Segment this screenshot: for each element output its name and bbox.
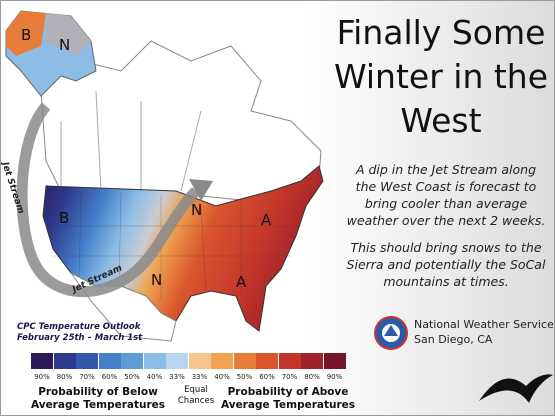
legend-swatch xyxy=(301,353,323,369)
legend-label: 50% xyxy=(236,373,253,381)
area-label: A xyxy=(236,273,247,291)
title: Finally Some Winter in the West xyxy=(333,13,549,140)
legend-label: 70% xyxy=(281,373,298,381)
legend-swatch xyxy=(278,353,301,369)
office-location: San Diego, CA xyxy=(414,333,493,346)
area-label: N xyxy=(151,271,163,289)
legend-swatch xyxy=(256,353,278,369)
area-label: A xyxy=(261,211,272,229)
legend-label: 90% xyxy=(34,373,50,381)
office: National Weather Service San Diego, CA xyxy=(414,317,554,347)
legend-swatch xyxy=(233,353,256,369)
legend-label: 60% xyxy=(259,373,275,381)
legend-swatch xyxy=(188,353,211,369)
legend-swatch xyxy=(121,353,143,369)
area-label: B xyxy=(21,26,32,44)
legend-label: 50% xyxy=(124,373,140,381)
area-label: N xyxy=(59,36,71,54)
area-label: B xyxy=(59,209,70,227)
outlook-caption: CPC Temperature Outlook February 25th – … xyxy=(17,322,142,344)
legend-label: 33% xyxy=(191,373,208,381)
legend-swatch xyxy=(211,353,233,369)
outlook-dates: February 25th – March 1st xyxy=(17,333,143,343)
legend-swatch xyxy=(98,353,121,369)
legend-label: 90% xyxy=(326,373,343,381)
above-caption: Probability of Above Average Temperature… xyxy=(220,386,356,411)
legend-swatch xyxy=(323,353,346,369)
equal-caption: Equal Chances xyxy=(177,385,215,406)
below-caption: Probability of Below Average Temperature… xyxy=(30,386,166,411)
legend-swatch xyxy=(143,353,166,369)
legend-label: 40% xyxy=(214,373,230,381)
legend-label: 80% xyxy=(304,373,320,381)
legend-swatch xyxy=(166,353,188,369)
body-text: This should bring snows to the Sierra an… xyxy=(346,240,546,289)
area-label: N xyxy=(191,201,203,219)
legend-label: 33% xyxy=(169,373,185,381)
legend-swatch xyxy=(76,353,98,369)
legend-swatch xyxy=(53,353,76,369)
legend-label: 60% xyxy=(101,373,118,381)
outlook-title: CPC Temperature Outlook xyxy=(17,322,141,332)
legend-label: 70% xyxy=(79,373,95,381)
office-name: National Weather Service xyxy=(414,318,554,331)
legend-swatch xyxy=(31,353,53,369)
legend-label: 40% xyxy=(146,373,163,381)
body-text: A dip in the Jet Stream along the West C… xyxy=(346,162,546,228)
legend-label: 80% xyxy=(56,373,73,381)
